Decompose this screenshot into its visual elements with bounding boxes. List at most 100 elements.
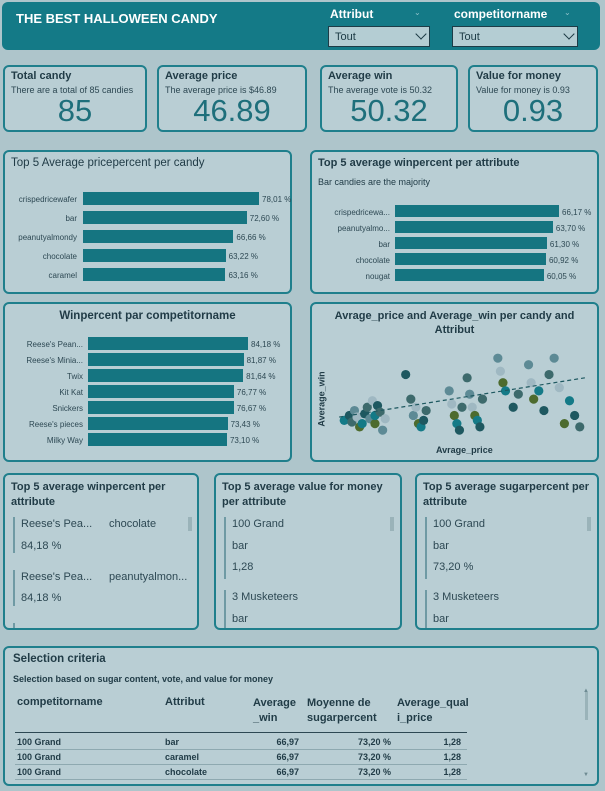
- list-item-attr: bar: [433, 613, 449, 625]
- chevron-down-icon: [563, 28, 575, 40]
- bar[interactable]: [83, 192, 259, 205]
- bar[interactable]: [88, 385, 234, 398]
- scatter-point[interactable]: [575, 422, 585, 432]
- scatter-point[interactable]: [419, 415, 429, 425]
- scrollbar-thumb[interactable]: [587, 517, 591, 531]
- category-label: caramel: [48, 271, 77, 280]
- bar[interactable]: [83, 249, 226, 262]
- scatter-point[interactable]: [465, 389, 475, 399]
- list-top5-winpercent: Top 5 average winpercent per attribute R…: [3, 473, 199, 630]
- bar[interactable]: [395, 253, 546, 265]
- chart-title: Winpercent par competitorname: [59, 310, 236, 322]
- scatter-point[interactable]: [549, 353, 559, 363]
- scatter-point[interactable]: [444, 386, 454, 396]
- table-cell: 1,28: [443, 767, 461, 777]
- scatter-point[interactable]: [529, 394, 539, 404]
- category-label: Twix: [67, 372, 83, 381]
- header-bar: THE BEST HALLOWEEN CANDY Attribut ⌄ Tout…: [2, 2, 600, 50]
- scatter-point[interactable]: [380, 414, 390, 424]
- kpi-card-value-for-money: Value for money Value for money is 0.93 …: [468, 65, 598, 132]
- scatter-point[interactable]: [475, 422, 485, 432]
- scatter-point[interactable]: [449, 410, 459, 421]
- kpi-value: 46.89: [193, 93, 271, 128]
- scatter-point[interactable]: [508, 402, 518, 412]
- scatter-point[interactable]: [447, 399, 457, 409]
- column-header-competitorname[interactable]: competitorname: [17, 696, 103, 708]
- scatter-point[interactable]: [544, 369, 554, 380]
- scroll-up-icon[interactable]: ▲: [583, 688, 589, 694]
- table-cell: 1,28: [443, 737, 461, 747]
- scatter-point[interactable]: [564, 396, 575, 406]
- bar[interactable]: [88, 417, 228, 430]
- bar[interactable]: [395, 237, 547, 249]
- attribut-select[interactable]: Tout: [328, 26, 430, 47]
- column-header-average-win[interactable]: Average_win: [253, 697, 297, 724]
- bar[interactable]: [395, 221, 553, 233]
- bar[interactable]: [88, 369, 244, 382]
- table-cell: 66,97: [276, 737, 299, 747]
- scatter-point[interactable]: [378, 425, 388, 435]
- scatter-point[interactable]: [462, 373, 472, 383]
- chart-top5-winpercent-per-attribute: Top 5 average winpercent per attribute B…: [310, 150, 599, 294]
- bar[interactable]: [395, 269, 544, 281]
- kpi-title: Average win: [328, 70, 393, 82]
- category-label: nougat: [365, 272, 390, 281]
- kpi-subtitle: There are a total of 85 candies: [11, 85, 134, 95]
- scatter-point[interactable]: [559, 419, 569, 429]
- bar-row: nougat 60,05 %: [312, 269, 597, 283]
- scatter-point[interactable]: [526, 378, 536, 388]
- scatter-point[interactable]: [539, 405, 549, 416]
- data-label: 60,92 %: [548, 256, 579, 265]
- bar[interactable]: [83, 230, 234, 243]
- data-label: 63,70 %: [555, 224, 586, 233]
- bar[interactable]: [83, 268, 226, 281]
- data-label: 73,43 %: [230, 420, 260, 429]
- scatter-point[interactable]: [362, 402, 372, 412]
- category-label: Snickers: [52, 404, 83, 413]
- scrollbar-thumb[interactable]: [585, 692, 588, 720]
- kpi-subtitle: Value for money is 0.93: [476, 85, 570, 95]
- scatter-point[interactable]: [401, 369, 411, 380]
- scrollbar-thumb[interactable]: [188, 517, 192, 531]
- scatter-point[interactable]: [406, 394, 416, 404]
- bar[interactable]: [88, 337, 248, 350]
- column-header-quali-price[interactable]: Average_quali_price: [397, 697, 469, 724]
- bar[interactable]: [88, 401, 234, 414]
- bar[interactable]: [88, 353, 244, 366]
- scatter-point[interactable]: [493, 353, 503, 363]
- bar[interactable]: [83, 211, 247, 224]
- scatter-point[interactable]: [421, 405, 431, 416]
- scatter-point[interactable]: [457, 402, 467, 412]
- scatter-point[interactable]: [411, 402, 421, 412]
- item-divider: [224, 517, 226, 579]
- scatter-point[interactable]: [513, 389, 523, 399]
- scatter-point[interactable]: [357, 419, 367, 429]
- bar[interactable]: [88, 433, 227, 446]
- column-header-sugarpercent[interactable]: Moyenne de sugarpercent: [307, 697, 377, 724]
- bar-row: Snickers 76,67 %: [5, 401, 290, 415]
- column-header-attribut[interactable]: Attribut: [165, 696, 205, 708]
- chart-subtitle: Bar candies are the majority: [318, 177, 431, 187]
- scatter-point[interactable]: [523, 360, 534, 370]
- scatter-point[interactable]: [477, 394, 488, 404]
- kpi-card-average-win: Average win The average vote is 50.32 50…: [320, 65, 458, 132]
- scatter-point[interactable]: [534, 386, 544, 396]
- category-label: bar: [65, 214, 77, 223]
- table-cell: 100 Grand: [17, 737, 62, 747]
- scatter-point[interactable]: [498, 378, 508, 388]
- category-label: chocolate: [42, 252, 77, 261]
- scatter-point[interactable]: [570, 410, 580, 421]
- scatter-point[interactable]: [408, 410, 418, 421]
- table-cell: caramel: [165, 752, 200, 762]
- scatter-point[interactable]: [467, 402, 477, 412]
- competitorname-select[interactable]: Tout: [452, 26, 578, 47]
- bar-row: crispedricewafer 78,01 %: [5, 192, 291, 206]
- scatter-point[interactable]: [370, 419, 380, 429]
- bar[interactable]: [395, 205, 559, 217]
- scatter-point[interactable]: [454, 425, 465, 435]
- scrollbar-thumb[interactable]: [390, 517, 394, 531]
- list-item-attr: bar: [232, 540, 248, 552]
- scatter-point[interactable]: [554, 383, 564, 393]
- scroll-down-icon[interactable]: ▼: [583, 772, 589, 778]
- scatter-point[interactable]: [495, 366, 505, 376]
